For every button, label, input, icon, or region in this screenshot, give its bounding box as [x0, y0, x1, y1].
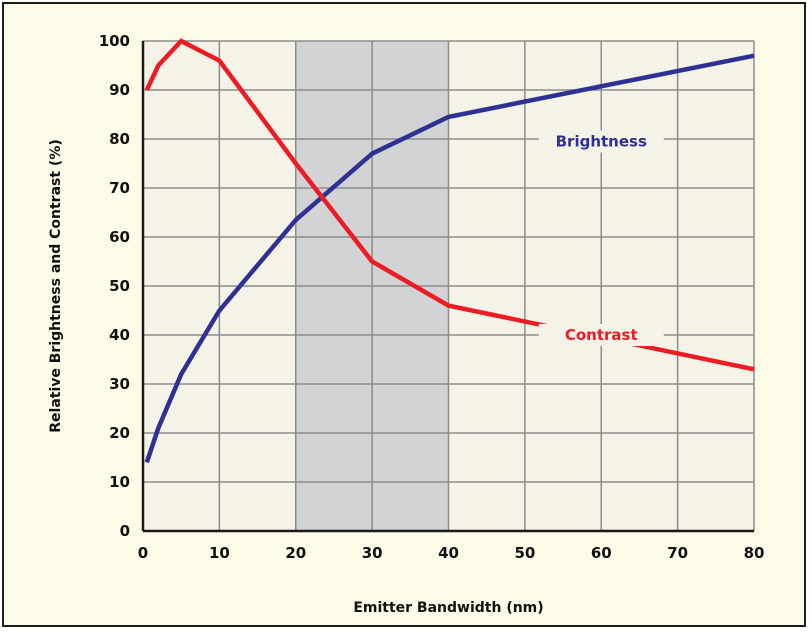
- y-tick-label: 30: [109, 375, 130, 393]
- y-tick-label: 50: [109, 277, 130, 295]
- x-tick-labels: 0 10 20 30 40 50 60 70 80: [138, 544, 765, 562]
- contrast-label-bg: [538, 324, 664, 346]
- y-tick-label: 20: [109, 424, 130, 442]
- x-tick-label: 20: [285, 544, 306, 562]
- y-tick-label: 90: [109, 81, 130, 99]
- axes: [141, 41, 754, 533]
- x-tick-label: 10: [209, 544, 230, 562]
- contrast-line: [144, 38, 755, 372]
- x-tick-label: 70: [667, 544, 688, 562]
- y-tick-label: 10: [109, 473, 130, 491]
- x-tick-label: 30: [362, 544, 383, 562]
- x-tick-label: 60: [591, 544, 612, 562]
- brightness-label: Brightness: [556, 132, 647, 150]
- y-tick-label: 100: [99, 32, 130, 50]
- x-axis-title: Emitter Bandwidth (nm): [353, 600, 543, 616]
- brightness-label-bg: [538, 130, 664, 153]
- x-tick-label: 40: [438, 544, 459, 562]
- series-lines: [144, 38, 755, 464]
- x-tick-label: 50: [514, 544, 535, 562]
- y-tick-labels: 0 10 20 30 40 50 60 70 80 90 100: [99, 32, 130, 540]
- series-labels: Brightness Contrast: [538, 130, 664, 346]
- y-tick-label: 0: [120, 522, 130, 540]
- y-tick-label: 80: [109, 130, 130, 148]
- y-tick-label: 60: [109, 228, 130, 246]
- brightness-line: [144, 53, 755, 464]
- contrast-label: Contrast: [565, 326, 638, 344]
- x-tick-label: 0: [138, 544, 148, 562]
- y-axis-title: Relative Brightness and Contrast (%): [48, 139, 64, 433]
- y-tick-label: 70: [109, 179, 130, 197]
- y-tick-label: 40: [109, 326, 130, 344]
- x-tick-label: 80: [744, 544, 765, 562]
